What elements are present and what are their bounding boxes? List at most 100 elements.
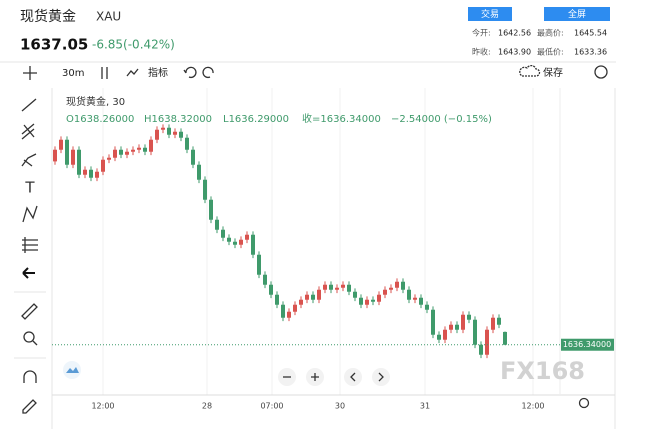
candle-body <box>119 149 123 155</box>
candle-body <box>305 294 309 300</box>
tool-brush[interactable] <box>21 153 37 167</box>
candle-body <box>95 171 99 178</box>
price: 1637.05 <box>20 36 88 54</box>
candle-body <box>191 149 195 165</box>
zoom-in-icon <box>311 373 319 381</box>
stat-value: 1645.54 <box>574 29 607 38</box>
x-tick-label: 07:00 <box>260 402 283 411</box>
candle-body <box>407 289 411 300</box>
save[interactable]: 保存 <box>543 66 563 79</box>
candle-body <box>323 284 327 290</box>
cloud-icon[interactable] <box>519 64 541 77</box>
candle-body <box>83 169 87 175</box>
candle-body <box>221 229 225 238</box>
candle-body <box>203 179 207 200</box>
candle-body <box>443 329 447 340</box>
candle-body <box>239 239 243 245</box>
candle-body <box>161 127 165 130</box>
fullscreen-button[interactable] <box>544 7 610 21</box>
candle-body <box>179 131 183 138</box>
tool-zoom[interactable] <box>23 331 35 343</box>
interval[interactable]: 30m <box>62 68 84 79</box>
x-tick-label: 28 <box>202 402 212 411</box>
candle-body <box>113 149 117 158</box>
tool-measure[interactable] <box>22 237 38 253</box>
candle-body <box>185 137 189 150</box>
symbol-name: 现货黄金 <box>20 8 76 25</box>
candle-body <box>311 294 315 300</box>
candle-body <box>131 149 135 152</box>
candle-body <box>503 331 507 345</box>
candle-body <box>293 304 297 312</box>
candle-body <box>365 299 369 305</box>
candle-body <box>173 131 177 135</box>
redo-icon[interactable] <box>202 66 214 79</box>
candle-body <box>431 309 435 335</box>
tool-ruler[interactable] <box>21 303 38 320</box>
tool-zoom[interactable] <box>32 340 38 346</box>
x-tick-label: 30 <box>335 402 345 411</box>
axis-settings[interactable] <box>578 397 590 409</box>
settings-icon[interactable] <box>594 65 608 79</box>
candle-body <box>65 139 69 165</box>
trade-label[interactable]: 交易 <box>481 8 499 20</box>
tool-magnet[interactable] <box>23 370 37 383</box>
legend-close: 收=1636.34000 <box>302 112 381 125</box>
tool-line[interactable] <box>21 98 37 112</box>
candle-body <box>125 151 129 155</box>
candle-body <box>383 289 387 295</box>
indicators[interactable]: 指标 <box>148 66 168 79</box>
crosshair-icon[interactable] <box>23 66 37 80</box>
candle-body <box>335 287 339 290</box>
scroll-right[interactable] <box>372 368 390 386</box>
legend-high: H1638.32000 <box>144 114 212 125</box>
candle-body <box>497 317 501 325</box>
fullscreen-label[interactable]: 全屏 <box>568 8 586 20</box>
candle-body <box>401 281 405 290</box>
last-price-tag <box>561 338 614 351</box>
candle-body <box>59 139 63 150</box>
scroll-right-icon <box>378 372 384 382</box>
tool-text[interactable]: T <box>24 179 35 197</box>
candle-body <box>461 314 465 330</box>
candle-body <box>353 291 357 298</box>
indicator-icon[interactable] <box>126 68 139 77</box>
tool-pattern[interactable] <box>22 205 38 223</box>
candle-body <box>491 317 495 330</box>
candle-body <box>395 281 399 288</box>
candle-body <box>389 287 393 290</box>
candle-body <box>149 139 153 152</box>
legend-change: −2.54000 (−0.15%) <box>391 114 492 125</box>
candle-body <box>233 241 237 245</box>
tool-lock[interactable] <box>22 399 37 414</box>
stat-value: 1643.90 <box>498 48 531 57</box>
candle-body <box>155 129 159 140</box>
symbol-code: XAU <box>96 10 121 24</box>
candle-body <box>197 164 201 180</box>
stat-label: 昨收: <box>472 47 491 57</box>
candle-body <box>77 149 81 175</box>
logo-icon <box>66 367 79 373</box>
candle-body <box>251 234 255 255</box>
candle-body <box>71 149 75 165</box>
candle-type-icon[interactable] <box>101 67 108 79</box>
stat-label: 最低价: <box>537 47 564 57</box>
candle-body <box>473 319 477 345</box>
candle-body <box>269 284 273 295</box>
candle-body <box>455 324 459 330</box>
candle-body <box>227 237 231 242</box>
trade-button[interactable] <box>468 7 512 21</box>
scroll-left[interactable] <box>344 368 362 386</box>
tool-fib[interactable] <box>21 123 35 140</box>
tool-back[interactable] <box>22 267 35 279</box>
candle-body <box>419 297 423 305</box>
candle-body <box>425 304 429 310</box>
candle-body <box>245 234 249 240</box>
candle-body <box>167 127 171 135</box>
candle-body <box>53 149 57 162</box>
undo-icon[interactable] <box>183 66 197 79</box>
candle-body <box>257 254 261 275</box>
stat-value: 1633.36 <box>574 48 607 57</box>
